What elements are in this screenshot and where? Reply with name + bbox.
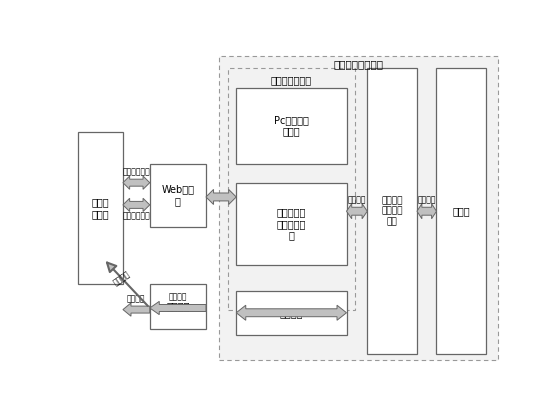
Text: 通知短信: 通知短信 <box>169 293 187 302</box>
Bar <box>236 290 347 335</box>
Bar <box>219 56 498 360</box>
Bar <box>367 68 417 354</box>
Polygon shape <box>150 301 206 315</box>
Polygon shape <box>123 198 150 211</box>
Text: 运维工单管理系统: 运维工单管理系统 <box>334 59 384 69</box>
Text: 数据层: 数据层 <box>453 206 470 216</box>
Polygon shape <box>123 303 150 316</box>
Text: 短信中心: 短信中心 <box>166 302 190 311</box>
Text: 移动终
端设备: 移动终 端设备 <box>92 197 109 219</box>
Text: Pc终端页面
控制器: Pc终端页面 控制器 <box>274 115 309 136</box>
Text: 移动终端设
备页面控制
器: 移动终端设 备页面控制 器 <box>277 207 306 241</box>
Polygon shape <box>123 176 150 189</box>
Polygon shape <box>417 204 436 219</box>
Text: 页面控制显示层: 页面控制显示层 <box>271 75 312 85</box>
Bar <box>150 164 206 227</box>
Text: Web服务
器: Web服务 器 <box>161 185 194 206</box>
Bar <box>78 132 123 284</box>
Text: 运维工单
业务控制
中心: 运维工单 业务控制 中心 <box>381 197 403 226</box>
Text: 短信接口: 短信接口 <box>280 308 303 318</box>
Polygon shape <box>347 204 367 219</box>
Text: 工单显示响应: 工单显示响应 <box>122 211 150 220</box>
Bar <box>150 284 206 329</box>
Bar <box>228 68 355 309</box>
Polygon shape <box>206 190 236 204</box>
Bar <box>236 183 347 265</box>
Bar <box>436 68 486 354</box>
Text: 工单访问请求: 工单访问请求 <box>122 167 150 176</box>
Bar <box>236 87 347 164</box>
Polygon shape <box>236 305 347 320</box>
Text: 业务访问: 业务访问 <box>348 195 366 204</box>
Text: 通知短信: 通知短信 <box>127 294 146 303</box>
Text: 数据访问: 数据访问 <box>417 195 436 204</box>
Text: 通知短信: 通知短信 <box>112 269 132 287</box>
